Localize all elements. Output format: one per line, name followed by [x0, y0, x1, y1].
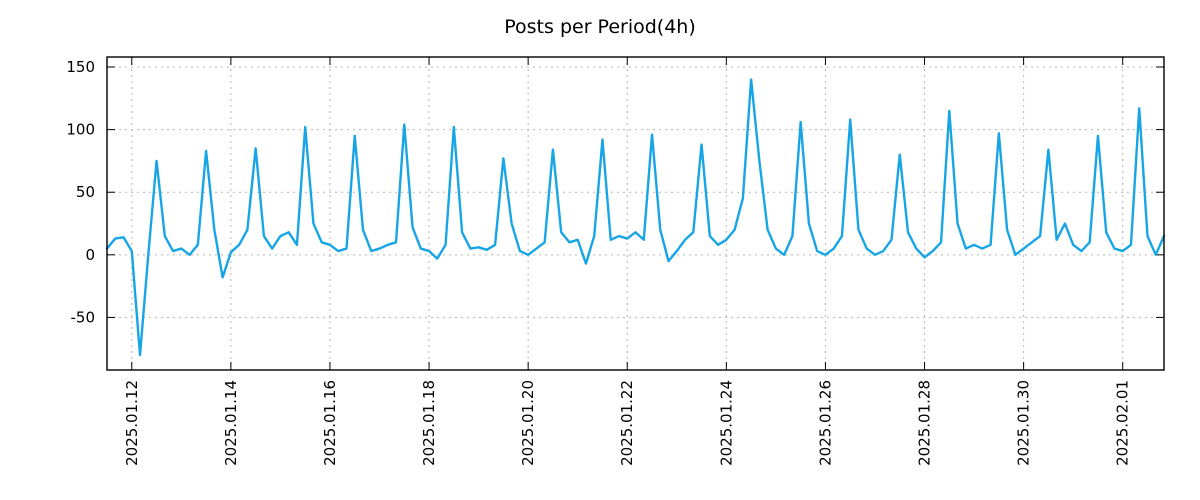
- x-tick-label: 2025.02.01: [1114, 380, 1132, 466]
- x-tick-label: 2025.01.28: [916, 380, 934, 466]
- y-tick-label: 150: [66, 58, 95, 76]
- y-tick-label: 50: [76, 183, 95, 201]
- y-tick-label: 0: [85, 246, 95, 264]
- data-line: [105, 78, 1166, 357]
- chart-title: Posts per Period(4h): [504, 16, 696, 38]
- y-tick-label: -50: [71, 308, 96, 326]
- x-tick-label: 2025.01.16: [321, 380, 339, 466]
- x-tick-label: 2025.01.20: [519, 380, 537, 466]
- x-tick-label: 2025.01.26: [816, 380, 834, 466]
- x-tick-label: 2025.01.22: [618, 380, 636, 466]
- x-tick-label: 2025.01.14: [222, 380, 240, 466]
- x-tick-label: 2025.01.12: [123, 380, 141, 466]
- x-tick-label: 2025.01.18: [420, 380, 438, 466]
- plot-border: [106, 56, 1165, 371]
- x-tick-label: 2025.01.24: [717, 380, 735, 466]
- y-tick-label: 100: [66, 121, 95, 139]
- x-tick-label: 2025.01.30: [1015, 380, 1033, 466]
